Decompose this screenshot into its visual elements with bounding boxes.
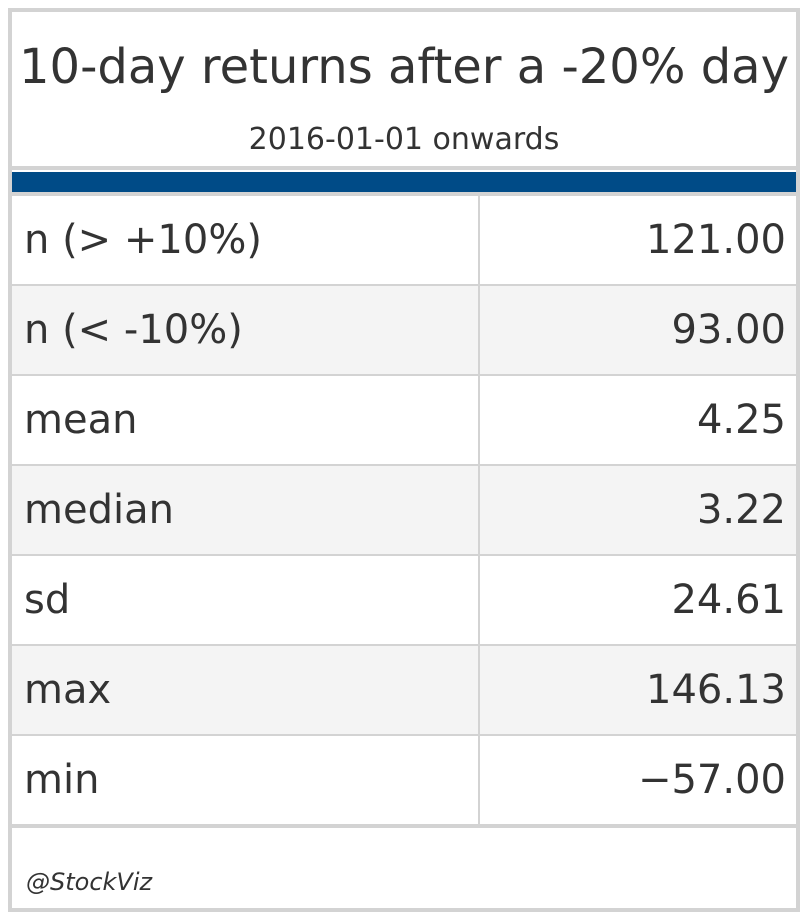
row-value: 3.22 — [696, 487, 786, 533]
table-row: n (> +10%) 121.00 — [12, 196, 796, 286]
row-label: n (> +10%) — [24, 217, 262, 263]
table-title: 10-day returns after a -20% day — [18, 39, 789, 95]
header-band — [12, 172, 796, 192]
source-note: @StockViz — [26, 868, 153, 896]
table-row: median 3.22 — [12, 466, 796, 556]
row-value: 146.13 — [646, 667, 786, 713]
column-divider — [478, 286, 480, 374]
column-divider — [478, 466, 480, 554]
heading-rule — [12, 166, 796, 170]
table-row: mean 4.25 — [12, 376, 796, 466]
row-value: 24.61 — [671, 577, 786, 623]
table-frame: 10-day returns after a -20% day 2016-01-… — [8, 8, 800, 912]
row-value: 93.00 — [671, 307, 786, 353]
row-label: min — [24, 757, 100, 803]
header-band-bottom-rule — [12, 192, 796, 196]
row-label: n (< -10%) — [24, 307, 243, 353]
row-label: mean — [24, 397, 138, 443]
column-divider — [478, 646, 480, 734]
row-value: −57.00 — [637, 757, 786, 803]
table-row: min −57.00 — [12, 736, 796, 828]
table-row: sd 24.61 — [12, 556, 796, 646]
table-row: n (< -10%) 93.00 — [12, 286, 796, 376]
row-value: 4.25 — [696, 397, 786, 443]
row-value: 121.00 — [646, 217, 786, 263]
column-divider — [478, 196, 480, 284]
column-divider — [478, 376, 480, 464]
table-subtitle: 2016-01-01 onwards — [248, 122, 560, 157]
column-divider — [478, 556, 480, 644]
column-divider — [478, 736, 480, 824]
row-label: median — [24, 487, 174, 533]
row-label: max — [24, 667, 112, 713]
row-label: sd — [24, 577, 71, 623]
stats-table: n (> +10%) 121.00 n (< -10%) 93.00 mean 4.25 m… — [12, 196, 796, 828]
table-row: max 146.13 — [12, 646, 796, 736]
